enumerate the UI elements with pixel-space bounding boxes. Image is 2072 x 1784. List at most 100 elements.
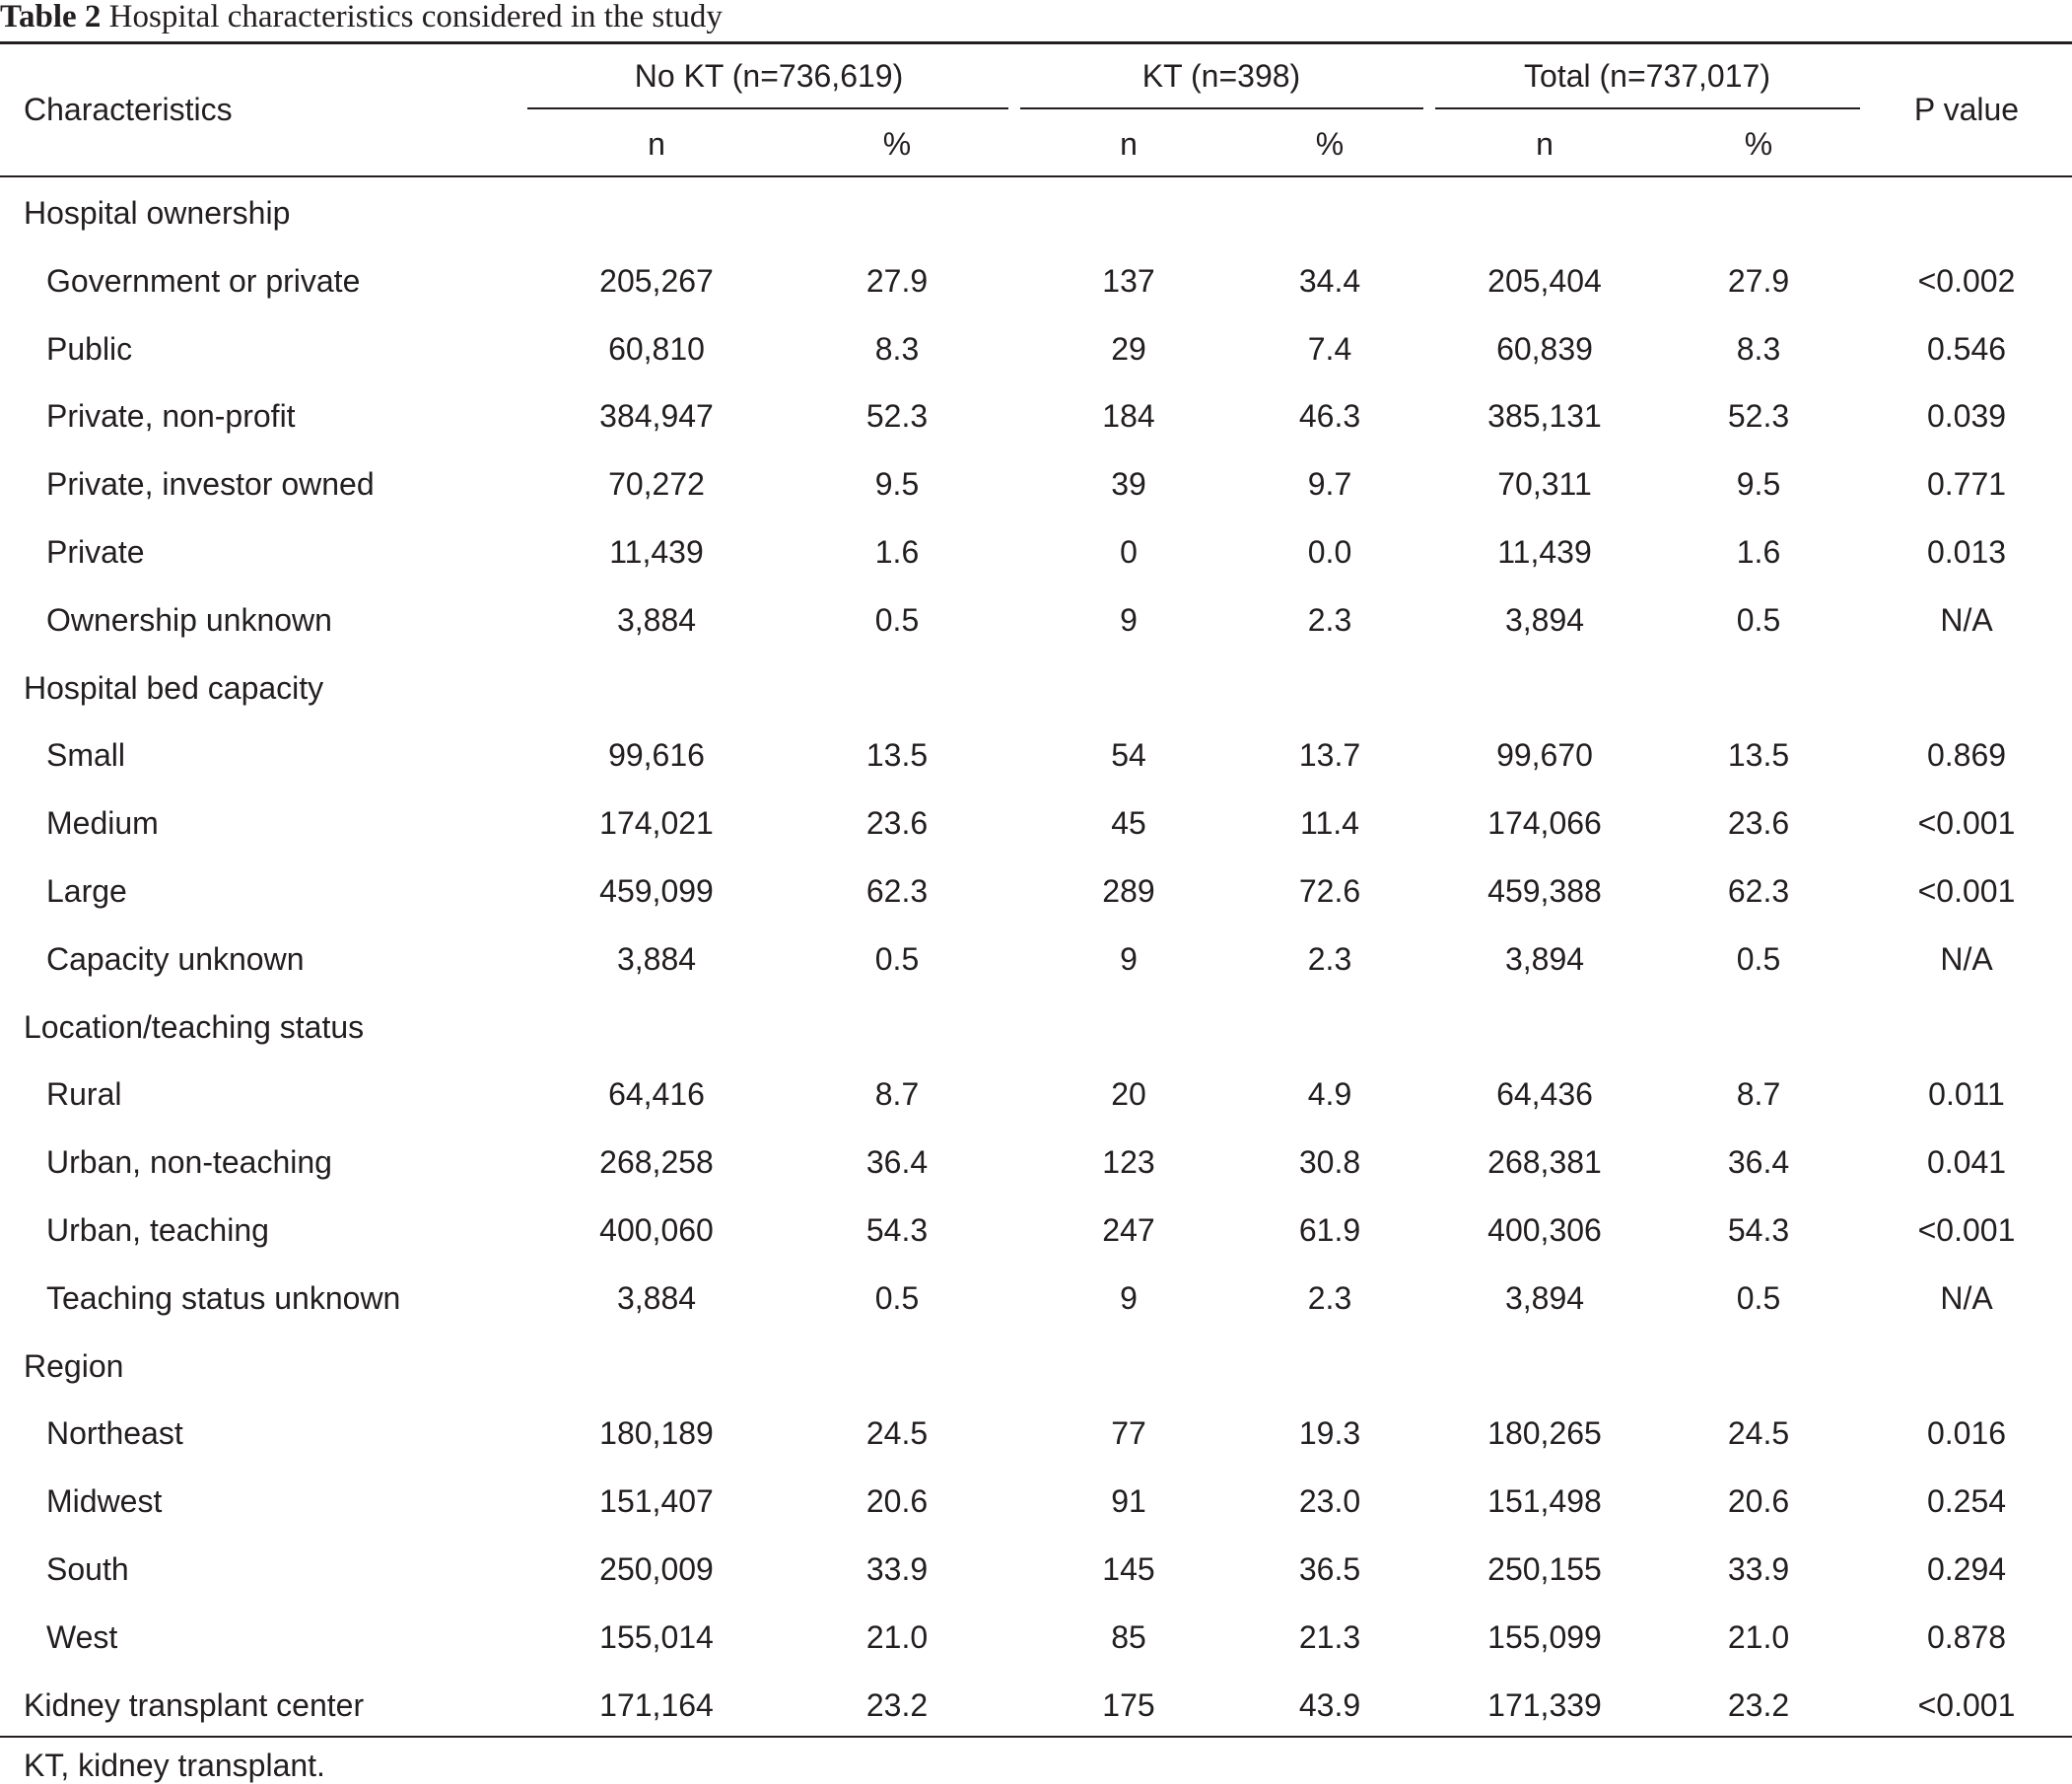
row-label: West: [46, 1618, 118, 1655]
table-section-row: Hospital ownership: [0, 179, 2072, 247]
cell-no-kt-pct: 13.5: [865, 737, 929, 774]
table-row: Public 60,810 8.3 29 7.4 60,839 8.3 0.546: [0, 315, 2072, 383]
table-caption-text: Hospital characteristics considered in t…: [101, 0, 723, 34]
cell-no-kt-pct: 36.4: [865, 1144, 929, 1181]
header-group-total-rule: [1435, 107, 1860, 109]
cell-total-n: 155,099: [1487, 1618, 1602, 1655]
cell-total-n: 11,439: [1497, 534, 1592, 570]
cell-no-kt-n: 70,272: [608, 466, 705, 503]
cell-no-kt-n: 459,099: [599, 873, 714, 909]
row-label: Capacity unknown: [46, 940, 305, 977]
table-row: Medium 174,021 23.6 45 11.4 174,066 23.6 <0.001: [0, 789, 2072, 858]
cell-p-value: N/A: [1940, 1279, 1993, 1316]
table-row: Private, non-profit 384,947 52.3 184 46.3 385…: [0, 382, 2072, 450]
cell-kt-n: 175: [1102, 1686, 1155, 1723]
cell-no-kt-n: 3,884: [616, 1279, 697, 1316]
cell-no-kt-n: 60,810: [608, 330, 705, 367]
table-row: Northeast 180,189 24.5 77 19.3 180,265 24.5 0.0…: [0, 1400, 2072, 1468]
cell-total-pct: 52.3: [1727, 398, 1790, 435]
table-row: Private 11,439 1.6 0 0.0 11,439 1.6 0.013: [0, 518, 2072, 586]
cell-total-pct: 20.6: [1727, 1483, 1790, 1520]
cell-total-pct: 0.5: [1736, 1279, 1781, 1316]
cell-no-kt-n: 64,416: [608, 1076, 705, 1113]
cell-no-kt-n: 155,014: [599, 1618, 714, 1655]
cell-total-pct: 13.5: [1727, 737, 1790, 774]
table-section-row: Location/teaching status: [0, 994, 2072, 1062]
row-label: Urban, teaching: [46, 1212, 269, 1248]
cell-kt-pct: 9.7: [1307, 466, 1352, 503]
row-label: Rural: [46, 1076, 122, 1113]
cell-no-kt-pct: 23.2: [865, 1686, 929, 1723]
row-label: Midwest: [46, 1483, 163, 1520]
cell-no-kt-pct: 0.5: [874, 1279, 920, 1316]
cell-no-kt-n: 171,164: [599, 1686, 714, 1723]
cell-p-value: <0.001: [1917, 873, 2016, 909]
cell-kt-pct: 11.4: [1300, 805, 1359, 842]
cell-no-kt-n: 384,947: [599, 398, 714, 435]
cell-total-pct: 9.5: [1736, 466, 1781, 503]
header-kt-pct: %: [1315, 126, 1345, 162]
cell-no-kt-pct: 1.6: [874, 534, 920, 570]
cell-no-kt-n: 11,439: [609, 534, 704, 570]
row-label: Ownership unknown: [46, 601, 332, 638]
row-label: Medium: [46, 805, 159, 842]
cell-no-kt-pct: 0.5: [874, 940, 920, 977]
cell-kt-pct: 36.5: [1298, 1551, 1361, 1587]
cell-no-kt-n: 174,021: [599, 805, 714, 842]
cell-kt-n: 9: [1120, 940, 1138, 977]
cell-kt-n: 77: [1111, 1415, 1146, 1452]
cell-total-n: 250,155: [1487, 1551, 1602, 1587]
cell-p-value: 0.771: [1926, 466, 2007, 503]
cell-p-value: N/A: [1940, 940, 1993, 977]
cell-kt-pct: 72.6: [1298, 873, 1361, 909]
cell-kt-pct: 46.3: [1298, 398, 1361, 435]
cell-kt-n: 54: [1111, 737, 1146, 774]
cell-no-kt-pct: 9.5: [874, 466, 920, 503]
cell-kt-n: 184: [1102, 398, 1155, 435]
cell-total-pct: 0.5: [1736, 940, 1781, 977]
cell-total-pct: 8.7: [1736, 1076, 1781, 1113]
cell-kt-n: 0: [1120, 534, 1138, 570]
cell-kt-n: 145: [1102, 1551, 1155, 1587]
cell-no-kt-n: 151,407: [599, 1483, 714, 1520]
row-label: Teaching status unknown: [46, 1279, 401, 1316]
header-kt-n: n: [1120, 126, 1138, 162]
cell-total-pct: 36.4: [1727, 1144, 1790, 1181]
section-label: Location/teaching status: [24, 1008, 365, 1045]
cell-total-n: 174,066: [1487, 805, 1602, 842]
table-row: South 250,009 33.9 145 36.5 250,155 33.9 0.294: [0, 1536, 2072, 1604]
cell-no-kt-n: 180,189: [599, 1415, 714, 1452]
cell-p-value: 0.546: [1926, 330, 2007, 367]
table-row: Small 99,616 13.5 54 13.7 99,670 13.5 0.869: [0, 721, 2072, 789]
cell-no-kt-n: 3,884: [616, 940, 697, 977]
cell-kt-pct: 23.0: [1298, 1483, 1361, 1520]
cell-p-value: 0.016: [1926, 1415, 2007, 1452]
cell-no-kt-pct: 27.9: [865, 262, 929, 299]
cell-kt-pct: 43.9: [1298, 1686, 1361, 1723]
cell-total-pct: 8.3: [1736, 330, 1781, 367]
cell-p-value: <0.002: [1917, 262, 2016, 299]
cell-p-value: 0.013: [1926, 534, 2007, 570]
header-total-n: n: [1536, 126, 1554, 162]
table-caption-label: Table 2: [0, 0, 102, 34]
cell-total-n: 459,388: [1487, 873, 1602, 909]
row-label: South: [46, 1551, 129, 1587]
table-section-row: Region: [0, 1333, 2072, 1401]
cell-p-value: 0.254: [1926, 1483, 2007, 1520]
cell-no-kt-n: 400,060: [599, 1212, 714, 1248]
cell-p-value: <0.001: [1917, 1686, 2016, 1723]
cell-kt-n: 91: [1111, 1483, 1146, 1520]
header-no-kt-pct: %: [882, 126, 912, 162]
cell-kt-pct: 19.3: [1298, 1415, 1361, 1452]
cell-no-kt-pct: 20.6: [865, 1483, 929, 1520]
cell-no-kt-n: 250,009: [599, 1551, 714, 1587]
cell-p-value: <0.001: [1917, 805, 2016, 842]
header-group-kt: KT (n=398): [1141, 58, 1301, 94]
table-footnote: KT, kidney transplant.: [24, 1748, 325, 1783]
table-row: Teaching status unknown 3,884 0.5 9 2.3 3,894…: [0, 1265, 2072, 1333]
cell-p-value: 0.878: [1926, 1618, 2007, 1655]
cell-total-n: 205,404: [1487, 262, 1602, 299]
cell-total-pct: 23.2: [1727, 1686, 1790, 1723]
cell-kt-n: 45: [1111, 805, 1146, 842]
cell-total-n: 268,381: [1487, 1144, 1602, 1181]
